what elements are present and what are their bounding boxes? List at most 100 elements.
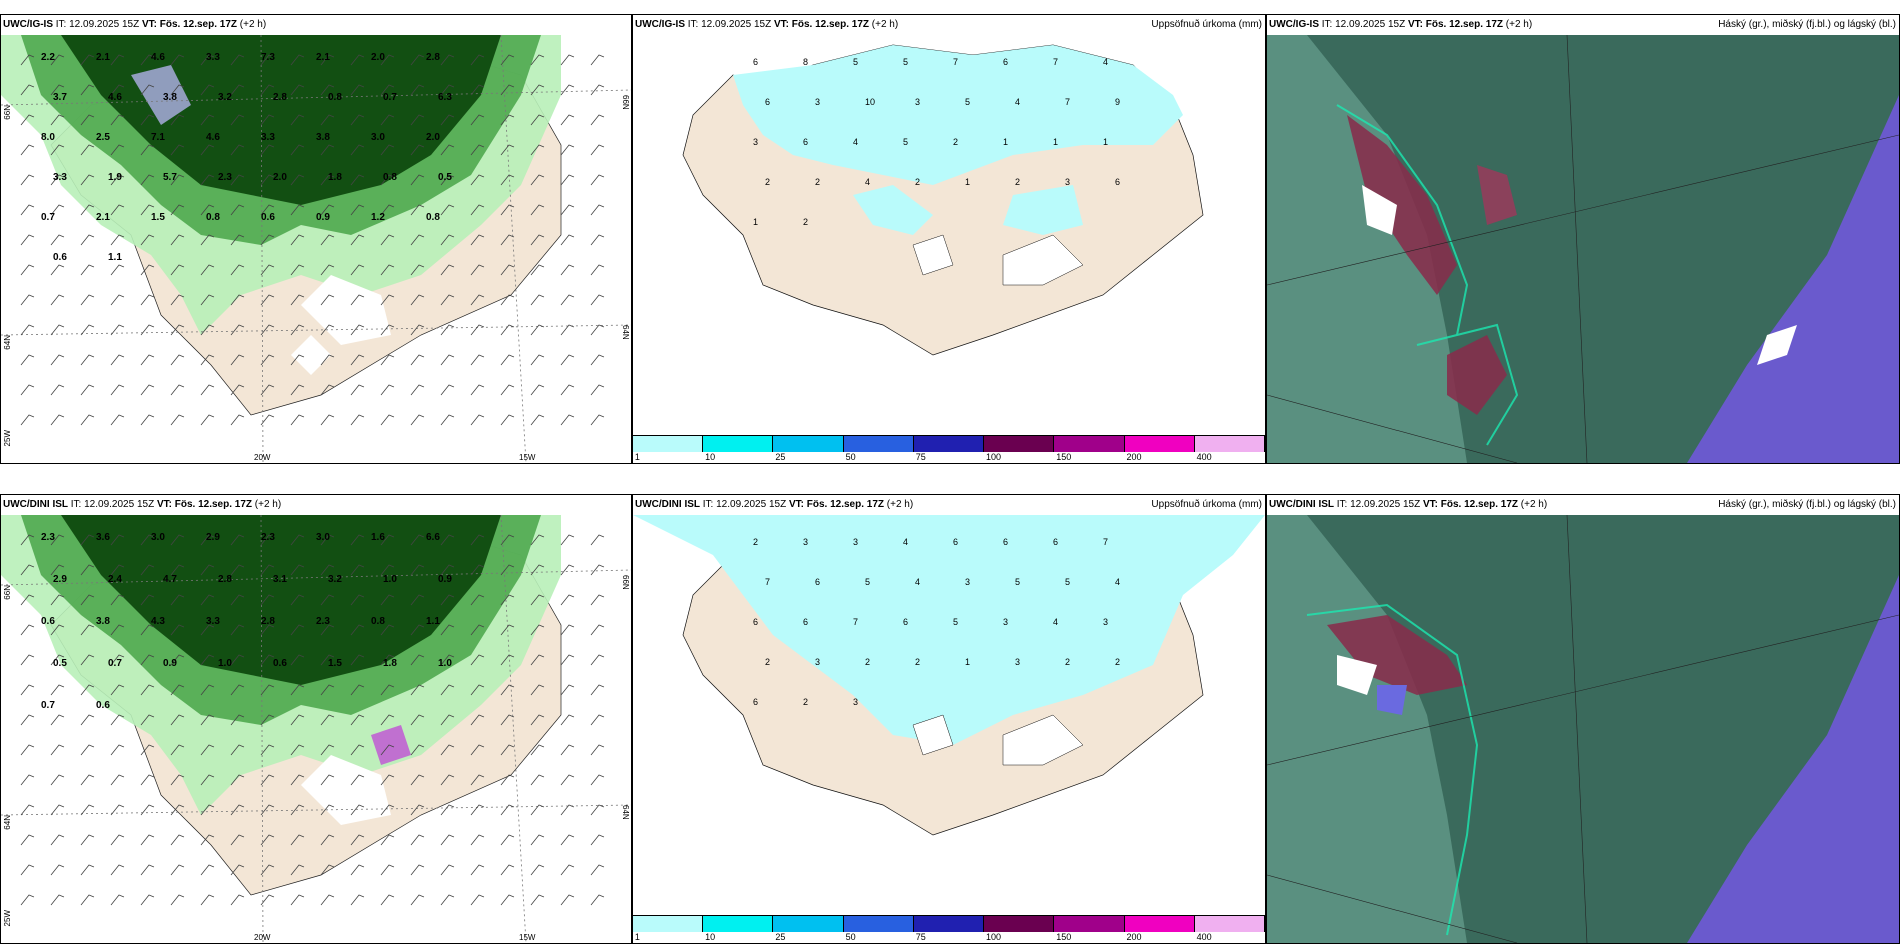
map-value-label: 6: [1115, 177, 1120, 187]
wind-barb: [500, 804, 515, 816]
wind-barb: [500, 144, 515, 156]
wind-barb: [530, 174, 545, 186]
colorbar-label: 25: [775, 452, 786, 462]
wind-barb: [260, 264, 275, 276]
wind-barb: [350, 144, 365, 156]
wind-barb: [500, 234, 515, 246]
wind-barb: [440, 594, 455, 606]
map-value-label: 3.0: [371, 132, 385, 143]
wind-barb: [500, 54, 515, 66]
wind-barb: [290, 264, 305, 276]
wind-barb: [380, 414, 395, 426]
map-value-label: 1.2: [371, 212, 385, 223]
cloud-title: Háský (gr.), miðský (fj.bl.) og lágský (…: [1718, 19, 1896, 30]
map-value-label: 7: [765, 577, 770, 587]
wind-barb: [410, 264, 425, 276]
wind-barb: [50, 804, 65, 816]
wind-barb: [80, 894, 95, 906]
wind-barb: [170, 624, 185, 636]
wind-barb: [500, 204, 515, 216]
wind-barb: [290, 744, 305, 756]
model-name: UWC/DINI ISL: [3, 499, 68, 510]
map-value-label: 2.9: [53, 574, 67, 585]
wind-barb: [470, 804, 485, 816]
wind-barb: [560, 564, 575, 576]
wind-barb: [290, 534, 305, 546]
wind-barb: [50, 264, 65, 276]
wind-barb: [200, 804, 215, 816]
map-value-label: 1.5: [151, 212, 165, 223]
wind-barb: [50, 144, 65, 156]
wind-barb: [260, 684, 275, 696]
wind-barb: [320, 54, 335, 66]
map-value-label: 4: [1015, 97, 1020, 107]
wind-barb: [440, 834, 455, 846]
colorbar-labels: 1 10 25 50 75 100 150 200 400: [633, 452, 1265, 463]
wind-barb: [590, 714, 605, 726]
wind-barb: [260, 864, 275, 876]
wind-barb: [530, 774, 545, 786]
map-value-label: 3.8: [96, 616, 110, 627]
precip-title: Uppsöfnuð úrkoma (mm): [1151, 19, 1262, 30]
map-value-label: 6.3: [438, 92, 452, 103]
lat-label-64n: 64N: [3, 815, 12, 830]
lat-label-66n: 66N: [3, 585, 12, 600]
map-value-label: 3.3: [206, 616, 220, 627]
lon-label-15w: 15W: [519, 933, 536, 942]
wind-barb: [80, 414, 95, 426]
wind-barb: [410, 864, 425, 876]
wind-barb: [110, 324, 125, 336]
wind-barb: [80, 354, 95, 366]
map-value-label: 0.5: [53, 658, 67, 669]
wind-barb: [230, 54, 245, 66]
wind-barb: [320, 564, 335, 576]
wind-barb: [110, 564, 125, 576]
wind-barb: [410, 684, 425, 696]
map-value-label: 3: [915, 97, 920, 107]
wind-barb: [560, 744, 575, 756]
map-value-label: 5: [965, 97, 970, 107]
wind-barb: [350, 294, 365, 306]
wind-barb: [380, 594, 395, 606]
wind-barb: [170, 414, 185, 426]
wind-barb: [140, 534, 155, 546]
wind-barb: [560, 774, 575, 786]
wind-barb: [20, 114, 35, 126]
wind-barb: [50, 234, 65, 246]
wind-barb: [290, 54, 305, 66]
wind-barb: [80, 774, 95, 786]
map-value-label: 2: [915, 657, 920, 667]
wind-barb: [350, 204, 365, 216]
wind-barb: [20, 684, 35, 696]
wind-barb: [560, 534, 575, 546]
wind-barb: [350, 654, 365, 666]
wind-barb: [320, 654, 335, 666]
map-value-label: 8: [803, 57, 808, 67]
wind-barb: [230, 744, 245, 756]
colorbar-cell: [984, 436, 1055, 452]
wind-barb: [200, 894, 215, 906]
wind-barb: [170, 864, 185, 876]
wind-barb: [50, 774, 65, 786]
colorbar-cell: [773, 436, 844, 452]
map-value-label: 0.7: [41, 700, 55, 711]
wind-barb: [560, 174, 575, 186]
lon-label-20w: 20W: [254, 453, 271, 462]
wind-barb: [260, 294, 275, 306]
wind-barb: [80, 204, 95, 216]
wind-barb: [170, 264, 185, 276]
map-value-label: 4.6: [108, 92, 122, 103]
map-value-label: 0.5: [438, 172, 452, 183]
wind-barb: [170, 84, 185, 96]
wind-barb: [260, 84, 275, 96]
wind-barb: [470, 864, 485, 876]
wind-barb: [560, 414, 575, 426]
map-value-label: 2.8: [426, 52, 440, 63]
wind-barb: [170, 204, 185, 216]
wind-barb: [440, 294, 455, 306]
wind-barb: [290, 414, 305, 426]
wind-barb: [110, 114, 125, 126]
wind-barb: [200, 144, 215, 156]
vt-label: VT:: [788, 499, 804, 510]
wind-barb: [110, 534, 125, 546]
